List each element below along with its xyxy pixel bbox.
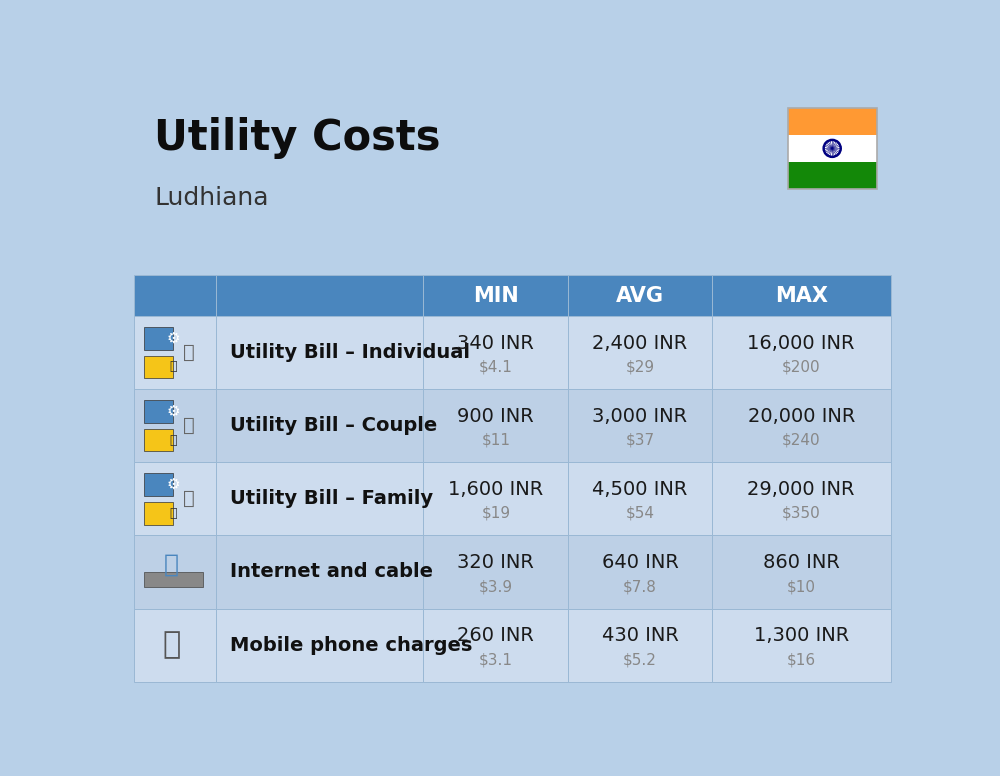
Bar: [712, 608, 891, 681]
Text: ⚙: ⚙: [166, 477, 180, 492]
Text: Utility Bill – Family: Utility Bill – Family: [230, 490, 434, 508]
Bar: [423, 316, 568, 389]
Bar: [144, 355, 173, 378]
Bar: [423, 608, 568, 681]
Text: 👤: 👤: [183, 343, 195, 362]
Bar: [788, 162, 877, 189]
Text: 👤: 👤: [183, 416, 195, 435]
Bar: [144, 428, 173, 452]
Bar: [216, 316, 423, 389]
Text: Ludhiana: Ludhiana: [154, 185, 269, 210]
Bar: [423, 462, 568, 535]
Text: $200: $200: [782, 360, 820, 375]
Text: 👤: 👤: [183, 490, 195, 508]
Bar: [568, 535, 712, 608]
Text: MAX: MAX: [775, 286, 828, 306]
Text: MIN: MIN: [473, 286, 519, 306]
Text: 📱: 📱: [162, 631, 181, 660]
Bar: [144, 327, 173, 349]
Bar: [712, 462, 891, 535]
Text: $19: $19: [481, 506, 510, 521]
Bar: [216, 389, 423, 462]
Text: $16: $16: [787, 653, 816, 667]
Text: ⚙: ⚙: [166, 404, 180, 419]
Text: $3.1: $3.1: [479, 653, 513, 667]
Text: $54: $54: [625, 506, 654, 521]
Text: Utility Bill – Individual: Utility Bill – Individual: [230, 343, 470, 362]
Bar: [144, 572, 202, 587]
Text: $37: $37: [625, 433, 655, 448]
Text: $3.9: $3.9: [479, 579, 513, 594]
Text: 1,600 INR: 1,600 INR: [448, 480, 543, 499]
Text: Utility Costs: Utility Costs: [154, 117, 441, 159]
Text: 430 INR: 430 INR: [602, 626, 678, 645]
Text: $4.1: $4.1: [479, 360, 513, 375]
Text: 1,300 INR: 1,300 INR: [754, 626, 849, 645]
Text: $240: $240: [782, 433, 820, 448]
Bar: [144, 502, 173, 525]
Text: 🔌: 🔌: [169, 360, 177, 373]
Text: 🔌: 🔌: [169, 507, 177, 520]
Bar: [134, 316, 216, 389]
Text: 29,000 INR: 29,000 INR: [747, 480, 855, 499]
Text: 340 INR: 340 INR: [457, 334, 534, 352]
Bar: [144, 400, 173, 423]
Bar: [134, 275, 216, 316]
Bar: [134, 535, 216, 608]
Text: 📶: 📶: [164, 553, 179, 577]
Bar: [788, 135, 877, 162]
Text: Utility Bill – Couple: Utility Bill – Couple: [230, 416, 438, 435]
Text: $29: $29: [625, 360, 655, 375]
Text: 640 INR: 640 INR: [602, 553, 678, 572]
Bar: [568, 316, 712, 389]
Text: $7.8: $7.8: [623, 579, 657, 594]
Bar: [712, 389, 891, 462]
Bar: [134, 462, 216, 535]
Text: $10: $10: [787, 579, 816, 594]
Bar: [423, 535, 568, 608]
Bar: [788, 108, 877, 189]
Bar: [216, 608, 423, 681]
Bar: [216, 535, 423, 608]
Text: Mobile phone charges: Mobile phone charges: [230, 636, 473, 655]
Text: 900 INR: 900 INR: [457, 407, 534, 426]
Text: 860 INR: 860 INR: [763, 553, 840, 572]
Text: 16,000 INR: 16,000 INR: [747, 334, 855, 352]
Bar: [712, 316, 891, 389]
Text: $350: $350: [782, 506, 821, 521]
Bar: [568, 608, 712, 681]
Text: 3,000 INR: 3,000 INR: [592, 407, 688, 426]
Text: ⚙: ⚙: [166, 331, 180, 346]
Bar: [216, 462, 423, 535]
Bar: [144, 473, 173, 496]
Text: $5.2: $5.2: [623, 653, 657, 667]
Bar: [568, 275, 712, 316]
Text: Internet and cable: Internet and cable: [230, 563, 433, 581]
Text: 20,000 INR: 20,000 INR: [748, 407, 855, 426]
Bar: [134, 608, 216, 681]
Text: 2,400 INR: 2,400 INR: [592, 334, 688, 352]
Bar: [568, 389, 712, 462]
Bar: [216, 275, 423, 316]
Bar: [423, 389, 568, 462]
Text: $11: $11: [481, 433, 510, 448]
Text: 320 INR: 320 INR: [457, 553, 534, 572]
Text: 🔌: 🔌: [169, 434, 177, 446]
Text: AVG: AVG: [616, 286, 664, 306]
Bar: [788, 108, 877, 135]
Text: 4,500 INR: 4,500 INR: [592, 480, 688, 499]
Bar: [712, 535, 891, 608]
Bar: [423, 275, 568, 316]
Text: 260 INR: 260 INR: [457, 626, 534, 645]
Bar: [568, 462, 712, 535]
Bar: [712, 275, 891, 316]
Bar: [134, 389, 216, 462]
